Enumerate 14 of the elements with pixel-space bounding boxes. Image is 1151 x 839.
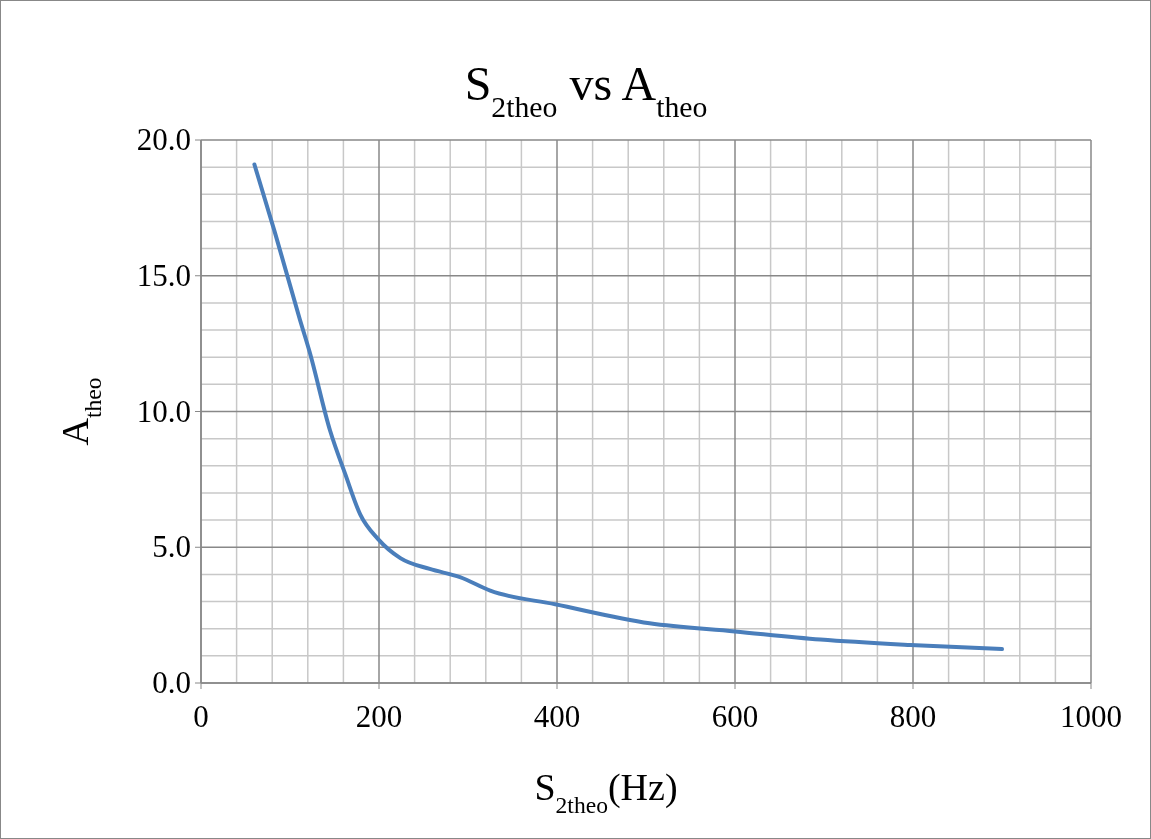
line-series (252, 162, 1004, 652)
x-tick-label: 200 (355, 699, 403, 734)
x-tick-label: 400 (533, 699, 581, 734)
y-tick-label: 10.0 (136, 393, 191, 429)
x-tick-label: 600 (711, 699, 759, 734)
y-tick-label: 0.0 (152, 665, 191, 700)
x-axis-title: S$_{2theo}$(Hz) (534, 766, 678, 818)
x-tick-label: 0 (193, 699, 209, 734)
y-tick-label: 15.0 (136, 257, 191, 293)
x-tick-label: 1000 (1060, 699, 1122, 734)
y-tick-label: 20.0 (136, 122, 191, 157)
y-tick-label: 5.0 (152, 529, 191, 565)
chart-title: S$_{2theo}$ vs A$_{theo}$ (464, 57, 708, 123)
x-tick-label: 800 (889, 699, 937, 734)
